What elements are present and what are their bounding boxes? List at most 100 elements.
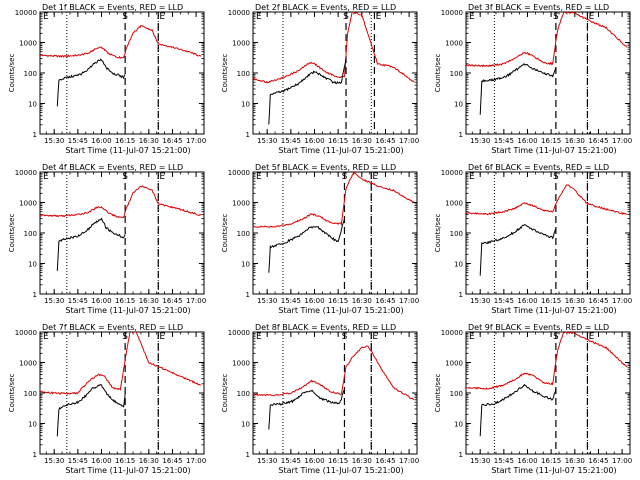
y-tick-label: 1000 bbox=[19, 200, 37, 208]
start-marker-label: S bbox=[343, 12, 349, 22]
y-tick-label: 1 bbox=[459, 131, 463, 139]
y-tick-label: 1 bbox=[246, 291, 250, 299]
x-tick-label: 16:00 bbox=[304, 137, 324, 145]
y-tick-label: 10 bbox=[454, 421, 463, 429]
x-tick-label: 16:45 bbox=[162, 297, 182, 305]
y-tick-label: 1 bbox=[246, 131, 250, 139]
x-tick-label: 15:45 bbox=[68, 297, 88, 305]
y-tick-label: 10000 bbox=[15, 329, 37, 337]
x-tick-label: 16:15 bbox=[541, 137, 561, 145]
y-tick-label: 100 bbox=[24, 390, 37, 398]
y-tick-label: 10000 bbox=[441, 9, 463, 17]
events-series-line bbox=[56, 384, 126, 437]
x-axis-label: Start Time (11-Jul-07 15:21:00) bbox=[278, 466, 403, 475]
y-axis-label: Counts/sec bbox=[221, 374, 229, 413]
y-tick-label: 10 bbox=[241, 101, 250, 109]
x-axis-label: Start Time (11-Jul-07 15:21:00) bbox=[491, 466, 616, 475]
end-marker-label: E bbox=[372, 332, 378, 342]
x-tick-label: 15:45 bbox=[68, 457, 88, 465]
x-tick-label: 16:45 bbox=[375, 457, 395, 465]
y-tick-label: 100 bbox=[450, 70, 463, 78]
lld-series-line bbox=[253, 12, 415, 84]
plot-title: Det 1f BLACK = Events, RED = LLD bbox=[42, 3, 183, 12]
lld-series-line bbox=[466, 184, 628, 216]
x-tick-label: 16:30 bbox=[565, 457, 585, 465]
y-axis-label: Counts/sec bbox=[221, 214, 229, 253]
y-axis-label: Counts/sec bbox=[8, 54, 16, 93]
y-tick-label: 10 bbox=[454, 261, 463, 269]
start-marker-label: S bbox=[342, 332, 348, 342]
plot-title: Det 8f BLACK = Events, RED = LLD bbox=[255, 323, 396, 332]
x-tick-label: 16:00 bbox=[517, 297, 537, 305]
x-tick-label: 16:00 bbox=[91, 137, 111, 145]
end-marker-label: E bbox=[43, 172, 49, 182]
start-marker-label: S bbox=[122, 12, 128, 22]
y-tick-label: 10000 bbox=[441, 329, 463, 337]
x-tick-label: 16:15 bbox=[115, 297, 135, 305]
x-tick-label: 15:45 bbox=[494, 457, 514, 465]
y-tick-label: 10000 bbox=[228, 169, 250, 177]
y-tick-label: 100 bbox=[450, 390, 463, 398]
x-tick-label: 16:15 bbox=[541, 457, 561, 465]
x-tick-label: 16:15 bbox=[115, 137, 135, 145]
end-marker-label: E bbox=[469, 172, 475, 182]
plot-title: Det 2f BLACK = Events, RED = LLD bbox=[255, 3, 396, 12]
x-tick-label: 17:00 bbox=[612, 297, 632, 305]
start-marker-label: S bbox=[553, 12, 559, 22]
x-tick-label: 16:30 bbox=[139, 137, 159, 145]
y-axis-label: Counts/sec bbox=[221, 54, 229, 93]
y-axis-label: Counts/sec bbox=[434, 54, 442, 93]
x-tick-label: 16:45 bbox=[588, 457, 608, 465]
plot-frame bbox=[465, 331, 631, 455]
y-tick-label: 10 bbox=[241, 421, 250, 429]
plot-panel-4: Det 4f BLACK = Events, RED = LLD 1 10 100 10… bbox=[8, 163, 206, 315]
lld-series-line bbox=[466, 332, 628, 390]
x-axis-label: Start Time (11-Jul-07 15:21:00) bbox=[278, 306, 403, 315]
y-tick-label: 1000 bbox=[232, 200, 250, 208]
y-tick-label: 100 bbox=[237, 70, 250, 78]
y-tick-label: 10000 bbox=[441, 169, 463, 177]
plot-title: Det 5f BLACK = Events, RED = LLD bbox=[255, 163, 396, 172]
x-tick-label: 16:30 bbox=[352, 137, 372, 145]
y-tick-label: 10 bbox=[28, 261, 37, 269]
x-tick-label: 15:30 bbox=[44, 297, 64, 305]
end-marker-label: E bbox=[589, 172, 595, 182]
x-tick-label: 17:00 bbox=[399, 457, 419, 465]
x-tick-label: 17:00 bbox=[399, 297, 419, 305]
y-axis-label: Counts/sec bbox=[434, 214, 442, 253]
x-tick-label: 16:00 bbox=[91, 297, 111, 305]
plot-panel-7: Det 7f BLACK = Events, RED = LLD 1 10 100 10… bbox=[8, 323, 206, 475]
plot-title: Det 9f BLACK = Events, RED = LLD bbox=[468, 323, 609, 332]
x-tick-label: 16:15 bbox=[328, 137, 348, 145]
y-tick-label: 10000 bbox=[228, 9, 250, 17]
x-tick-label: 16:00 bbox=[91, 457, 111, 465]
x-tick-label: 16:15 bbox=[328, 297, 348, 305]
y-tick-label: 1000 bbox=[232, 360, 250, 368]
x-tick-label: 16:00 bbox=[517, 457, 537, 465]
y-tick-label: 1000 bbox=[232, 40, 250, 48]
x-tick-label: 16:45 bbox=[162, 137, 182, 145]
end-marker-label: E bbox=[43, 332, 49, 342]
y-tick-label: 10 bbox=[28, 101, 37, 109]
plot-panel-3: Det 3f BLACK = Events, RED = LLD 1 10 100 10… bbox=[434, 3, 632, 155]
plot-panel-5: Det 5f BLACK = Events, RED = LLD 1 10 100 10… bbox=[221, 163, 419, 315]
lld-series-line bbox=[40, 24, 202, 59]
y-tick-label: 10000 bbox=[228, 329, 250, 337]
plot-panel-8: Det 8f BLACK = Events, RED = LLD 1 10 100 10… bbox=[221, 323, 419, 475]
plot-panel-1: Det 1f BLACK = Events, RED = LLD 1 10 100 10… bbox=[8, 3, 206, 155]
end-marker-label: E bbox=[256, 12, 262, 22]
x-tick-label: 15:30 bbox=[257, 137, 277, 145]
plot-title: Det 3f BLACK = Events, RED = LLD bbox=[468, 3, 609, 12]
end-marker-label: E bbox=[159, 12, 165, 22]
x-tick-label: 15:30 bbox=[470, 457, 490, 465]
end-marker-label: E bbox=[469, 332, 475, 342]
y-tick-label: 1000 bbox=[445, 200, 463, 208]
x-tick-label: 16:30 bbox=[352, 457, 372, 465]
y-axis-label: Counts/sec bbox=[8, 214, 16, 253]
x-tick-label: 16:45 bbox=[375, 137, 395, 145]
end-marker-label: E bbox=[589, 332, 595, 342]
y-tick-label: 10 bbox=[28, 421, 37, 429]
y-tick-label: 100 bbox=[24, 230, 37, 238]
x-tick-label: 17:00 bbox=[186, 297, 206, 305]
